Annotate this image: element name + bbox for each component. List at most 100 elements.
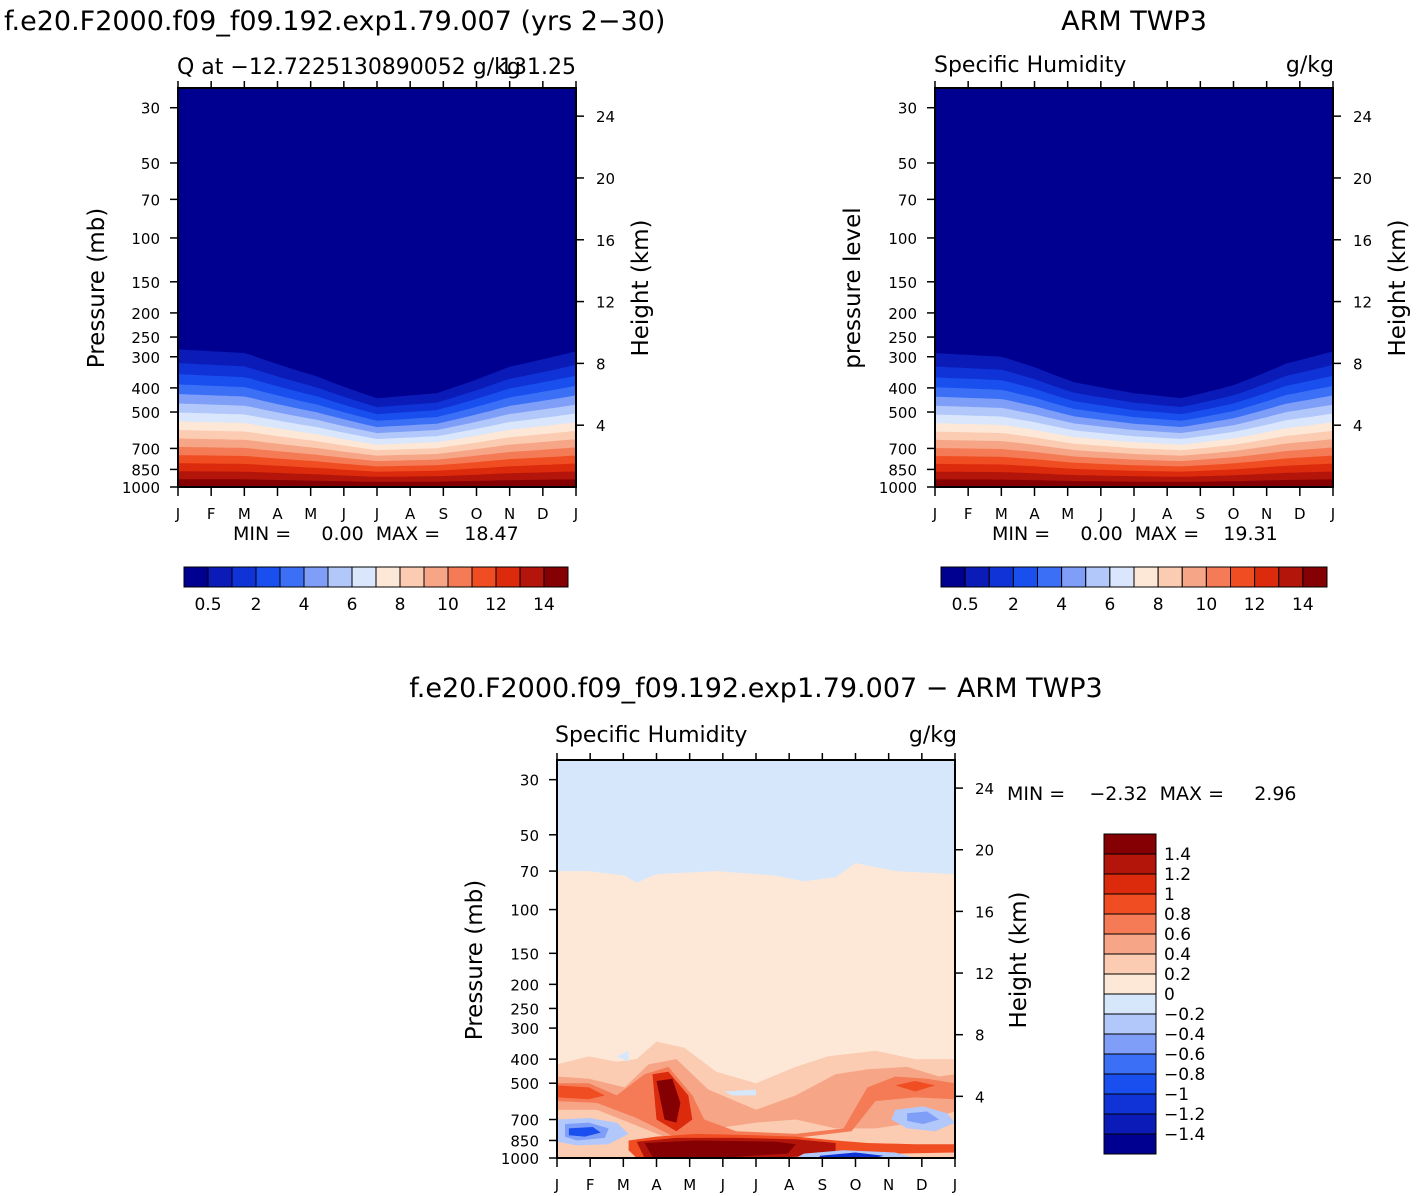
colorbar-swatch (303, 566, 329, 588)
month-tick-label: J (175, 505, 180, 523)
colorbar-label: 0 (1164, 985, 1175, 1005)
colorbar-label: −1.2 (1164, 1105, 1205, 1125)
colorbar-swatch (1103, 1133, 1157, 1155)
panel-diff: f.e20.F2000.f09_f09.192.exp1.79.007 − AR… (409, 673, 1296, 1194)
colorbar-swatch (543, 566, 569, 588)
height-tick-label: 12 (1353, 294, 1372, 312)
month-tick-label: N (1261, 505, 1272, 523)
colorbar-swatch (1103, 853, 1157, 875)
height-tick-label: 8 (596, 355, 606, 373)
colorbar-swatch (1037, 566, 1063, 588)
colorbar-swatch (1133, 566, 1159, 588)
diff-negative-blob (568, 1127, 601, 1137)
month-tick-label: O (471, 505, 483, 523)
colorbar-swatch (1103, 1053, 1157, 1075)
height-tick-label: 4 (975, 1088, 985, 1106)
month-tick-label: J (573, 505, 578, 523)
colorbar-label: −0.2 (1164, 1005, 1205, 1025)
month-tick-label: O (850, 1176, 862, 1194)
pressure-tick-label: 150 (888, 274, 917, 292)
colorbar-swatch (1254, 566, 1280, 588)
colorbar-label: −1.4 (1164, 1125, 1205, 1145)
panel-obs-left-subtitle: Specific Humidity (934, 53, 1126, 78)
colorbar-swatch (495, 566, 521, 588)
colorbar-label: 0.8 (1164, 905, 1191, 925)
month-tick-label: D (916, 1176, 928, 1194)
pressure-tick-label: 400 (510, 1051, 539, 1069)
colorbar-label: 14 (1292, 595, 1314, 615)
height-tick-label: 20 (1353, 170, 1372, 188)
pressure-tick-label: 150 (510, 945, 539, 963)
colorbar-swatch (1103, 913, 1157, 935)
pressure-tick-label: 30 (520, 772, 539, 790)
month-tick-label: A (272, 505, 283, 523)
pressure-tick-label: 300 (888, 349, 917, 367)
month-tick-label: M (304, 505, 317, 523)
month-tick-label: F (964, 505, 973, 523)
month-tick-label: D (1294, 505, 1306, 523)
month-tick-label: J (753, 1176, 758, 1194)
colorbar-label: 6 (1104, 595, 1115, 615)
month-tick-label: S (818, 1176, 828, 1194)
panel-obs-ylabel: pressure level (840, 207, 866, 368)
pressure-tick-label: 70 (141, 191, 160, 209)
panel-diff-ylabel-right: Height (km) (1006, 891, 1032, 1028)
height-tick-label: 20 (975, 842, 994, 860)
colorbar-swatch (1012, 566, 1038, 588)
panel-obs-plot-area (935, 88, 1333, 487)
pressure-tick-label: 200 (131, 305, 160, 323)
pressure-tick-label: 250 (510, 1000, 539, 1018)
month-tick-label: J (1098, 505, 1103, 523)
month-tick-label: M (617, 1176, 630, 1194)
month-tick-label: J (720, 1176, 725, 1194)
colorbar-label: 1.4 (1164, 845, 1191, 865)
pressure-tick-label: 30 (898, 100, 917, 118)
colorbar-swatch (471, 566, 497, 588)
height-tick-label: 4 (596, 417, 606, 435)
colorbar-swatch (447, 566, 473, 588)
colorbar-swatch (1085, 566, 1111, 588)
colorbar-swatch (423, 566, 449, 588)
diff-positive-blob (557, 1085, 605, 1100)
height-tick-label: 12 (596, 294, 615, 312)
diff-positive-blob (644, 1140, 796, 1158)
pressure-tick-label: 150 (131, 274, 160, 292)
pressure-tick-label: 850 (510, 1132, 539, 1150)
height-tick-label: 24 (1353, 108, 1372, 126)
colorbar-swatch (1103, 953, 1157, 975)
colorbar-label: 2 (251, 595, 262, 615)
height-tick-label: 20 (596, 170, 615, 188)
height-tick-label: 24 (596, 108, 615, 126)
month-tick-label: D (537, 505, 549, 523)
pressure-tick-label: 200 (510, 976, 539, 994)
pressure-tick-label: 100 (131, 230, 160, 248)
panel-model-right-subtitle: 131.25 (499, 55, 576, 80)
pressure-tick-label: 250 (888, 329, 917, 347)
colorbar-label: 0.4 (1164, 945, 1191, 965)
colorbar-swatch (1103, 1093, 1157, 1115)
colorbar-label: −0.4 (1164, 1025, 1205, 1045)
colorbar-label: −0.8 (1164, 1065, 1205, 1085)
panel-diff-height-axis: 24 20 16 12 8 4 (955, 780, 994, 1106)
pressure-tick-label: 1000 (501, 1150, 539, 1168)
pressure-tick-label: 400 (131, 380, 160, 398)
pressure-tick-label: 700 (131, 440, 160, 458)
pressure-tick-label: 850 (131, 461, 160, 479)
month-tick-label: N (504, 505, 515, 523)
colorbar-swatch (1103, 833, 1157, 855)
colorbar-swatch (1103, 933, 1157, 955)
month-tick-label: F (586, 1176, 595, 1194)
height-tick-label: 8 (1353, 355, 1363, 373)
colorbar-swatch (1103, 1013, 1157, 1035)
height-tick-label: 12 (975, 965, 994, 983)
colorbar-swatch (1157, 566, 1183, 588)
month-tick-label: J (554, 1176, 559, 1194)
colorbar-label: 12 (1244, 595, 1266, 615)
colorbar-label: 4 (1056, 595, 1067, 615)
colorbar-swatch (1103, 1073, 1157, 1095)
colorbar-swatch (1103, 1113, 1157, 1135)
diff-negative-blob (907, 1111, 940, 1124)
